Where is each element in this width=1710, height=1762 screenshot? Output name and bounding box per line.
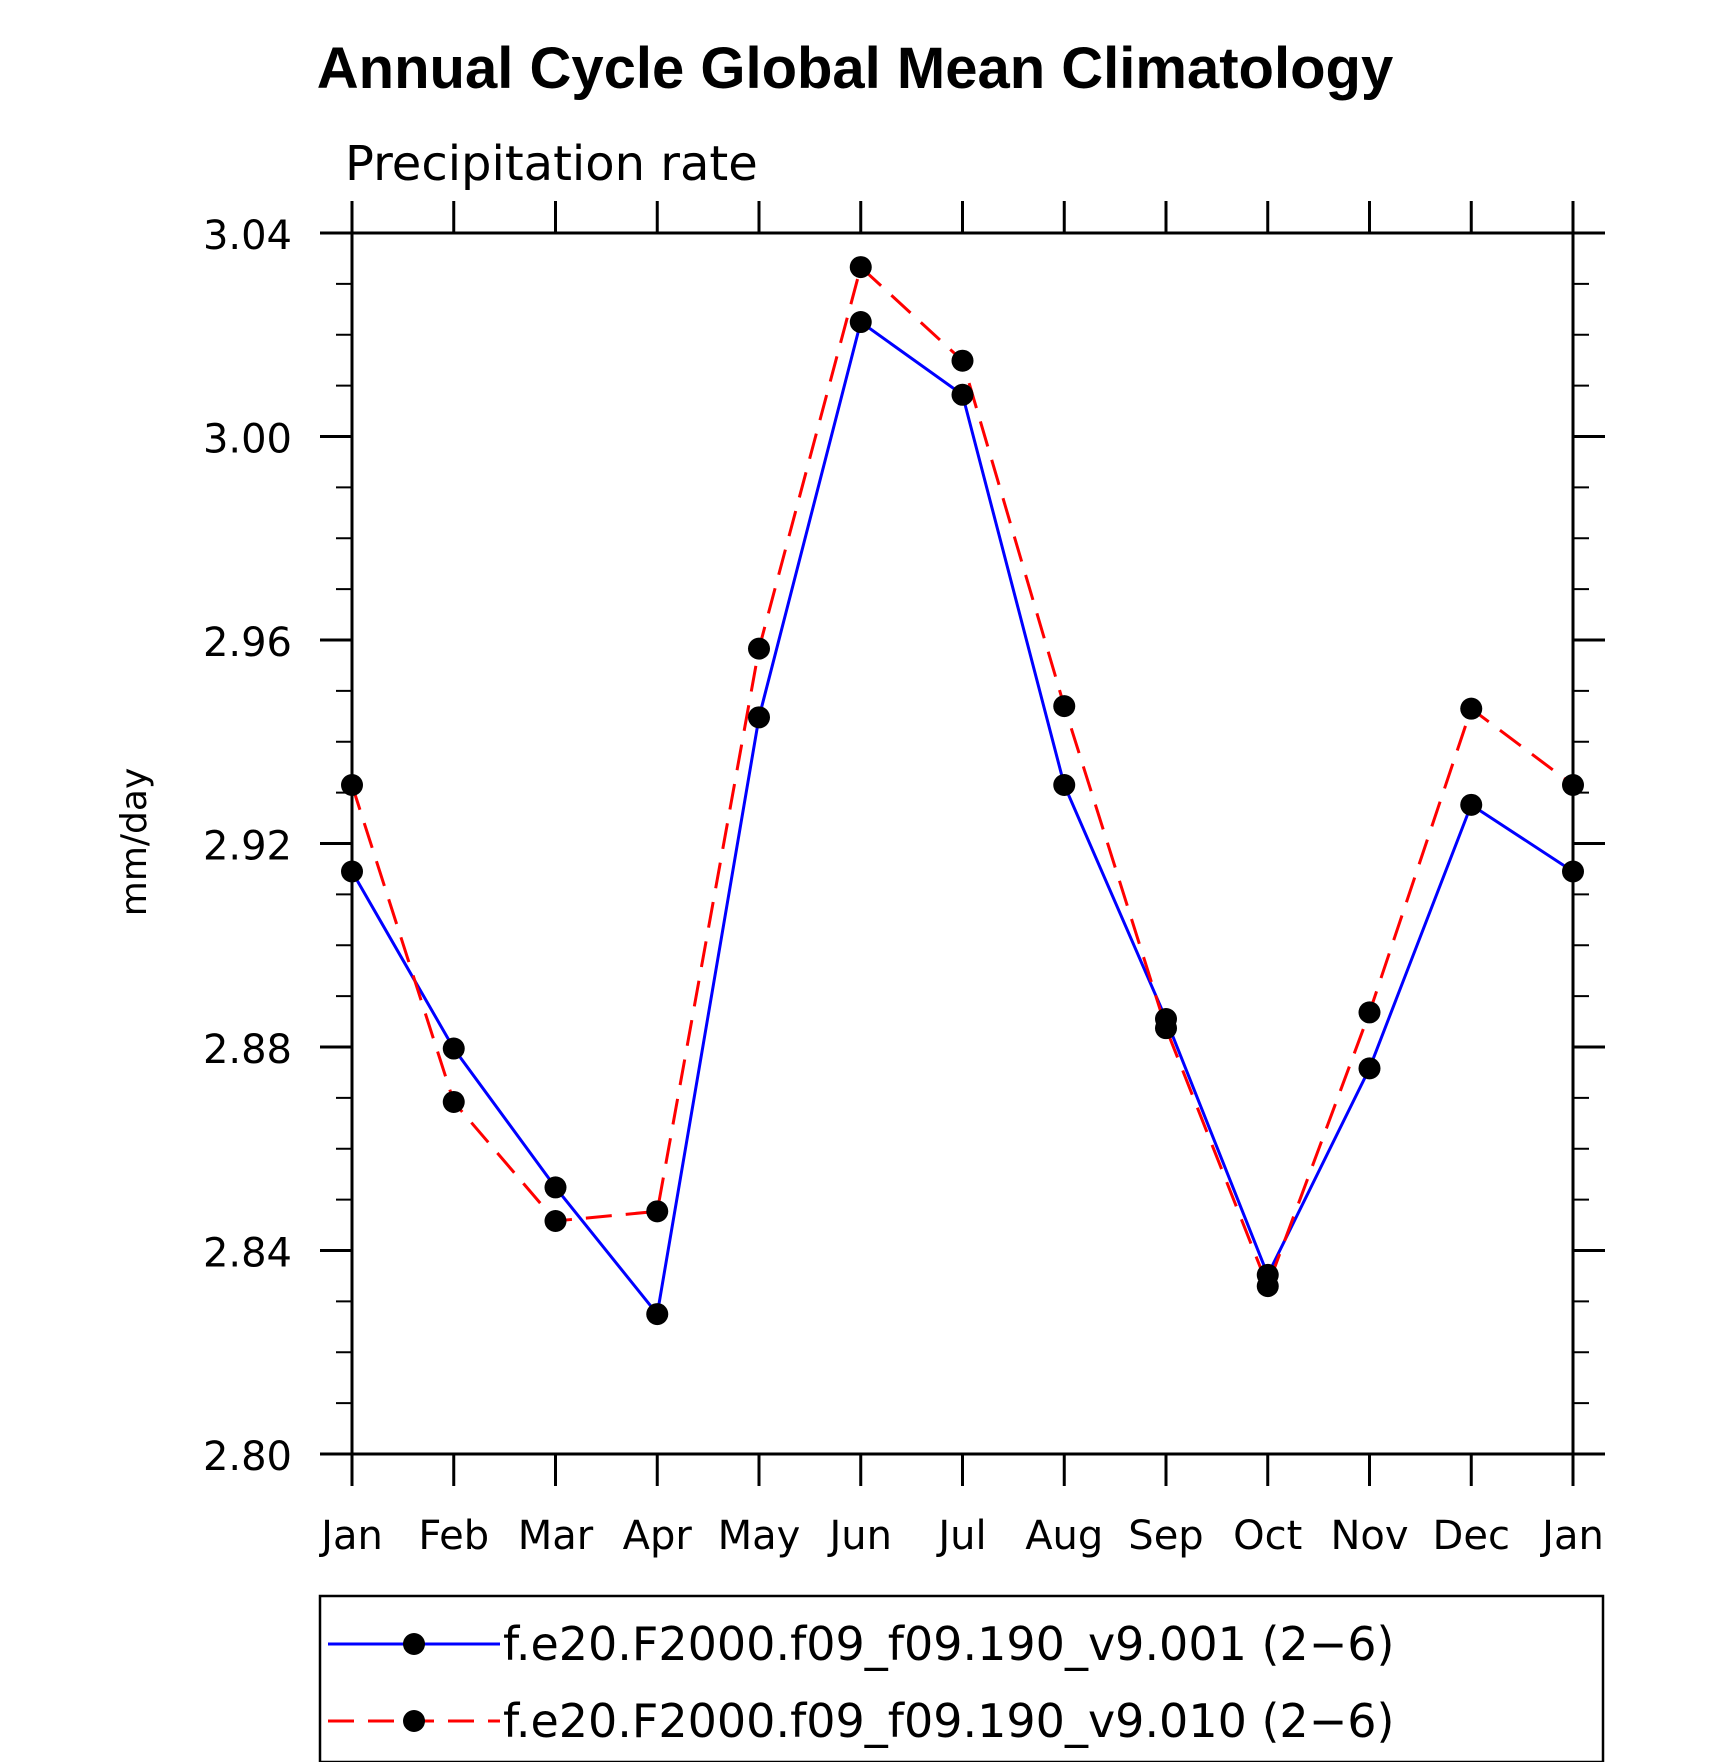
legend-label-2: f.e20.F2000.f09_f09.190_v9.010 (2−6) bbox=[503, 1694, 1394, 1748]
plot-area bbox=[341, 256, 1584, 1326]
series-line-1 bbox=[350, 319, 1574, 1318]
x-tick-label: Sep bbox=[1128, 1513, 1203, 1559]
series-2-point bbox=[544, 1209, 567, 1232]
series-2-point bbox=[748, 637, 770, 660]
series-1-point bbox=[1562, 860, 1584, 883]
chart-subtitle: Precipitation rate bbox=[345, 136, 758, 192]
y-tick-label: 2.92 bbox=[203, 824, 292, 870]
x-tick-label: Feb bbox=[418, 1513, 489, 1559]
y-axis-label: mm/day bbox=[114, 768, 155, 916]
series-1-point bbox=[442, 1037, 465, 1060]
series-2-point bbox=[341, 773, 363, 796]
series-2-point bbox=[849, 256, 872, 279]
series-1-point bbox=[646, 1303, 669, 1326]
series-1-point bbox=[1053, 773, 1076, 796]
series-1-point bbox=[849, 311, 872, 334]
series-2-point bbox=[1358, 1001, 1381, 1024]
x-tick-label: Jan bbox=[318, 1513, 383, 1559]
series-2-point bbox=[1053, 695, 1076, 718]
legend-marker-1 bbox=[403, 1633, 425, 1655]
series-2-point bbox=[646, 1200, 669, 1223]
series-1-point bbox=[748, 706, 770, 729]
y-tick-label: 2.96 bbox=[203, 620, 292, 666]
series-2-point bbox=[1562, 773, 1584, 796]
y-tick-label: 2.80 bbox=[203, 1434, 292, 1480]
x-tick-label: Jul bbox=[935, 1513, 986, 1559]
x-tick-label: Oct bbox=[1233, 1513, 1302, 1559]
legend-label-1: f.e20.F2000.f09_f09.190_v9.001 (2−6) bbox=[503, 1617, 1394, 1671]
x-tick-label: Nov bbox=[1330, 1513, 1408, 1559]
x-tick-label: Apr bbox=[623, 1513, 693, 1559]
y-tick-label: 3.04 bbox=[203, 213, 292, 259]
x-tick-label: May bbox=[718, 1513, 801, 1559]
x-tick-label: Dec bbox=[1433, 1513, 1510, 1559]
chart-title: Annual Cycle Global Mean Climatology bbox=[317, 36, 1393, 101]
series-1-point bbox=[951, 383, 974, 406]
legend-box bbox=[318, 1594, 1605, 1762]
series-2-point bbox=[1155, 1017, 1177, 1040]
legend: f.e20.F2000.f09_f09.190_v9.001 (2−6) f.e2… bbox=[318, 1594, 1605, 1762]
x-tick-label: Aug bbox=[1025, 1513, 1103, 1559]
series-1-point bbox=[544, 1176, 567, 1199]
series-1-point bbox=[341, 860, 363, 883]
y-tick-label: 3.00 bbox=[203, 417, 292, 463]
y-tick-label: 2.88 bbox=[203, 1027, 292, 1073]
x-tick-label: Jun bbox=[827, 1513, 893, 1559]
series-line-2 bbox=[350, 264, 1574, 1291]
series-2-point bbox=[1256, 1275, 1279, 1298]
series-2-point bbox=[951, 349, 974, 372]
x-tick-label: Mar bbox=[518, 1513, 594, 1559]
x-tick-label: Jan bbox=[1539, 1513, 1604, 1559]
series-2-point bbox=[1460, 697, 1483, 720]
axes: 2.80 2.84 2.88 2.92 2.96 3.00 3.04 Jan Feb Mar Apr… bbox=[203, 201, 1605, 1559]
y-tick-label: 2.84 bbox=[203, 1231, 292, 1277]
series-2-point bbox=[442, 1090, 465, 1113]
series-1-point bbox=[1358, 1057, 1381, 1080]
legend-marker-2 bbox=[403, 1710, 425, 1732]
series-1-point bbox=[1460, 793, 1483, 816]
plot-frame bbox=[350, 231, 1575, 1456]
